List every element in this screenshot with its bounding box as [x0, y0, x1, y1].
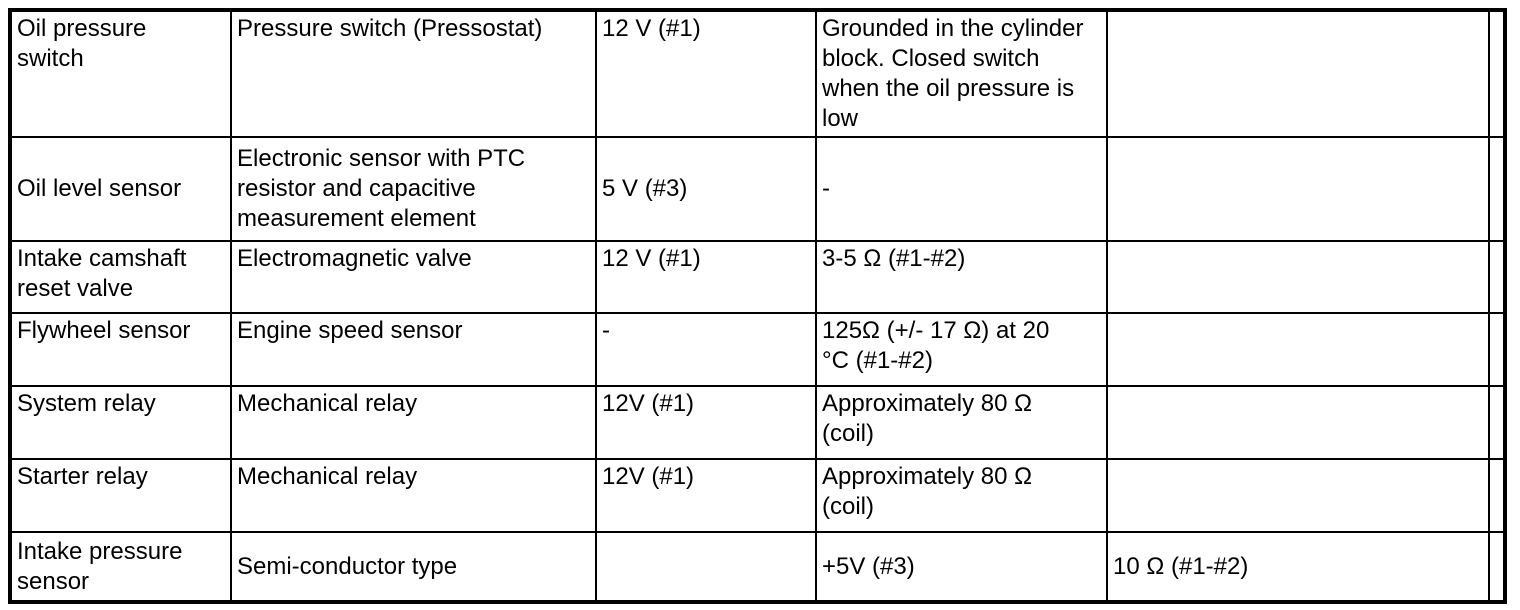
table-row: Oil level sensor Electronic sensor with …	[9, 136, 1506, 242]
table-cell	[1488, 312, 1506, 387]
table-cell: 5 V (#3)	[595, 136, 817, 242]
table-cell: Starter relay	[9, 458, 232, 533]
table-cell: 12V (#1)	[595, 385, 817, 460]
engine-component-spec-table: Oil pressure switch Pressure switch (Pre…	[8, 8, 1507, 604]
table-row: Intake pressure sensor Semi-conductor ty…	[9, 531, 1506, 603]
table-cell: Approximately 80 Ω (coil)	[815, 458, 1108, 533]
table-row: Oil pressure switch Pressure switch (Pre…	[9, 9, 1506, 138]
table-cell: 12 V (#1)	[595, 9, 817, 138]
table-cell: System relay	[9, 385, 232, 460]
table-cell: Semi-conductor type	[230, 531, 597, 603]
table-cell	[1106, 240, 1490, 314]
table-cell	[1106, 458, 1490, 533]
table-cell: Mechanical relay	[230, 385, 597, 460]
table-cell: Electromagnetic valve	[230, 240, 597, 314]
table-cell: 3-5 Ω (#1-#2)	[815, 240, 1108, 314]
table-cell: Oil level sensor	[9, 136, 232, 242]
table-row: Intake camshaft reset valve Electromagne…	[9, 240, 1506, 314]
table-cell: -	[595, 312, 817, 387]
table-cell	[1488, 136, 1506, 242]
table-cell: Mechanical relay	[230, 458, 597, 533]
table-cell	[1488, 9, 1506, 138]
table-cell	[1106, 9, 1490, 138]
table-cell	[595, 531, 817, 603]
table-cell	[1488, 458, 1506, 533]
table-row: Flywheel sensor Engine speed sensor - 12…	[9, 312, 1506, 387]
table-cell: 12V (#1)	[595, 458, 817, 533]
table-cell: Pressure switch (Pressostat)	[230, 9, 597, 138]
table-cell: -	[815, 136, 1108, 242]
table-cell	[1106, 136, 1490, 242]
table-cell: Intake camshaft reset valve	[9, 240, 232, 314]
table-cell: Grounded in the cylinder block. Closed s…	[815, 9, 1108, 138]
document-page: Oil pressure switch Pressure switch (Pre…	[8, 8, 1507, 604]
table-cell: Engine speed sensor	[230, 312, 597, 387]
table-row: Starter relay Mechanical relay 12V (#1) …	[9, 458, 1506, 533]
table-cell: Intake pressure sensor	[9, 531, 232, 603]
table-cell: 10 Ω (#1-#2)	[1106, 531, 1490, 603]
table-cell	[1488, 240, 1506, 314]
table-cell: Oil pressure switch	[9, 9, 232, 138]
table-cell: 125Ω (+/- 17 Ω) at 20 °C (#1-#2)	[815, 312, 1108, 387]
table-cell: +5V (#3)	[815, 531, 1108, 603]
table-cell	[1106, 385, 1490, 460]
table-cell	[1488, 531, 1506, 603]
table-cell: Approximately 80 Ω (coil)	[815, 385, 1108, 460]
table-cell	[1488, 385, 1506, 460]
table-cell	[1106, 312, 1490, 387]
table-cell: Flywheel sensor	[9, 312, 232, 387]
table-cell: Electronic sensor with PTC resistor and …	[230, 136, 597, 242]
table-row: System relay Mechanical relay 12V (#1) A…	[9, 385, 1506, 460]
table-cell: 12 V (#1)	[595, 240, 817, 314]
